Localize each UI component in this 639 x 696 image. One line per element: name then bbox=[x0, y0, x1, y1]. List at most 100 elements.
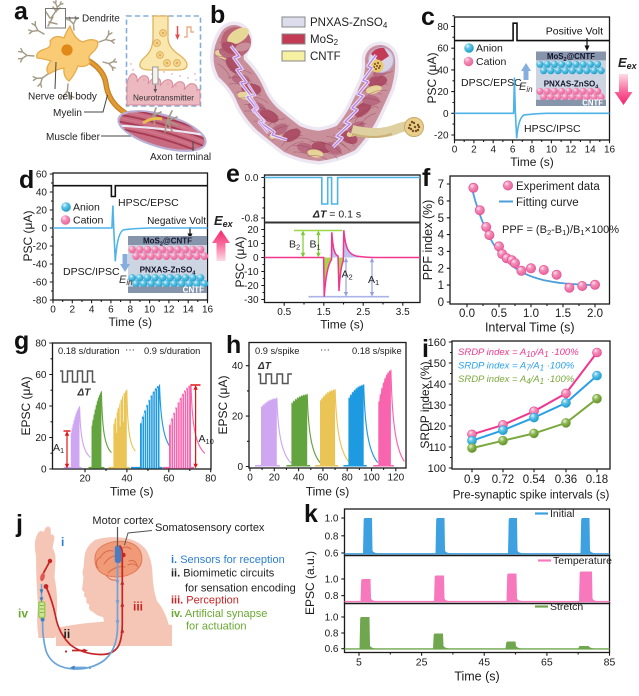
svg-text:MoS2@CNTF: MoS2@CNTF bbox=[143, 237, 192, 248]
svg-text:-80: -80 bbox=[33, 296, 48, 307]
svg-text:SRDP index = A7/A1 ·100%: SRDP index = A7/A1 ·100% bbox=[458, 361, 575, 373]
svg-text:40: 40 bbox=[36, 188, 48, 199]
svg-text:SRDP index = A4/A1 ·100%: SRDP index = A4/A1 ·100% bbox=[458, 374, 575, 386]
svg-text:10: 10 bbox=[247, 239, 259, 250]
svg-text:A2: A2 bbox=[342, 269, 353, 282]
svg-text:PNXAS-ZnSO4: PNXAS-ZnSO4 bbox=[544, 80, 600, 91]
svg-text:Myelin: Myelin bbox=[53, 108, 82, 119]
svg-text:0: 0 bbox=[41, 224, 47, 235]
svg-text:-10: -10 bbox=[244, 267, 259, 278]
svg-text:0: 0 bbox=[50, 305, 56, 316]
svg-text:0.18 s/spike: 0.18 s/spike bbox=[352, 346, 402, 356]
svg-text:Temperature: Temperature bbox=[553, 555, 612, 567]
svg-text:PSC (μA): PSC (μA) bbox=[233, 237, 247, 288]
svg-text:16: 16 bbox=[604, 145, 616, 156]
svg-text:60: 60 bbox=[163, 474, 175, 485]
svg-text:0: 0 bbox=[438, 297, 444, 309]
svg-text:for sensation encoding: for sensation encoding bbox=[185, 583, 296, 595]
svg-text:ii: ii bbox=[64, 627, 71, 641]
svg-text:ii. Biomimetic circuits: ii. Biomimetic circuits bbox=[171, 568, 275, 580]
svg-text:Somatosensory cortex: Somatosensory cortex bbox=[155, 522, 265, 534]
svg-text:PSC (μA): PSC (μA) bbox=[21, 211, 35, 262]
svg-text:iii: iii bbox=[133, 600, 143, 614]
svg-text:Interval Time (s): Interval Time (s) bbox=[485, 321, 575, 335]
svg-text:65: 65 bbox=[541, 657, 553, 669]
svg-text:A1: A1 bbox=[368, 274, 379, 287]
svg-text:6: 6 bbox=[510, 145, 516, 156]
svg-text:0: 0 bbox=[452, 145, 458, 156]
svg-text:0.0: 0.0 bbox=[245, 173, 259, 184]
svg-text:40: 40 bbox=[35, 402, 47, 413]
svg-text:0: 0 bbox=[41, 465, 47, 476]
svg-text:Experiment data: Experiment data bbox=[516, 181, 600, 193]
svg-text:0.8: 0.8 bbox=[325, 629, 339, 640]
svg-text:0.0: 0.0 bbox=[459, 308, 475, 320]
svg-text:Stretch: Stretch bbox=[550, 601, 583, 613]
svg-text:60: 60 bbox=[317, 473, 329, 484]
svg-text:0.54: 0.54 bbox=[523, 474, 546, 486]
svg-text:CNTF: CNTF bbox=[582, 98, 603, 107]
svg-text:60: 60 bbox=[35, 370, 47, 381]
svg-text:MoS2@CNTF: MoS2@CNTF bbox=[547, 52, 595, 63]
svg-text:1.5: 1.5 bbox=[555, 308, 571, 320]
svg-text:Pre-synaptic spike intervals (: Pre-synaptic spike intervals (s) bbox=[453, 490, 610, 502]
svg-text:0: 0 bbox=[247, 473, 253, 484]
svg-text:0.8: 0.8 bbox=[325, 531, 339, 542]
svg-text:2: 2 bbox=[70, 305, 76, 316]
svg-text:Ein: Ein bbox=[119, 274, 133, 287]
svg-text:8: 8 bbox=[529, 145, 535, 156]
svg-text:d: d bbox=[19, 166, 34, 194]
svg-text:a: a bbox=[14, 0, 29, 26]
svg-text:14: 14 bbox=[585, 145, 597, 156]
svg-text:0: 0 bbox=[443, 109, 449, 120]
svg-text:85: 85 bbox=[604, 657, 616, 669]
svg-text:0.9 s/spike: 0.9 s/spike bbox=[255, 346, 299, 356]
svg-text:20: 20 bbox=[79, 474, 91, 485]
svg-text:2: 2 bbox=[471, 145, 477, 156]
svg-text:1.5: 1.5 bbox=[317, 307, 331, 318]
svg-text:20: 20 bbox=[35, 433, 47, 444]
svg-text:3.5: 3.5 bbox=[396, 307, 410, 318]
svg-text:Time (s): Time (s) bbox=[108, 315, 152, 329]
svg-text:1.0: 1.0 bbox=[523, 308, 539, 320]
svg-text:-0.8: -0.8 bbox=[241, 214, 259, 225]
svg-text:for actuation: for actuation bbox=[186, 621, 247, 633]
svg-text:EPSC (μA): EPSC (μA) bbox=[216, 376, 230, 435]
svg-text:25: 25 bbox=[416, 657, 428, 669]
svg-text:12: 12 bbox=[565, 145, 577, 156]
svg-text:DPSC/EPSC: DPSC/EPSC bbox=[461, 77, 522, 89]
svg-text:PNXAS-ZnSO4: PNXAS-ZnSO4 bbox=[140, 266, 197, 277]
svg-text:-40: -40 bbox=[33, 260, 48, 271]
svg-text:120: 120 bbox=[428, 421, 446, 433]
svg-text:8: 8 bbox=[127, 305, 133, 316]
svg-text:Ein: Ein bbox=[519, 81, 533, 94]
svg-text:ΔT: ΔT bbox=[257, 361, 272, 372]
svg-text:0.18: 0.18 bbox=[586, 474, 608, 486]
svg-text:iv. Artificial synapse: iv. Artificial synapse bbox=[171, 608, 267, 620]
svg-text:A1: A1 bbox=[53, 442, 64, 455]
svg-text:45: 45 bbox=[478, 657, 490, 669]
svg-text:0.18 s/duration: 0.18 s/duration bbox=[58, 346, 120, 356]
svg-text:150: 150 bbox=[428, 358, 446, 370]
svg-text:100: 100 bbox=[428, 463, 446, 475]
svg-text:SRDP index (%): SRDP index (%) bbox=[418, 361, 432, 448]
svg-text:···: ··· bbox=[125, 345, 135, 356]
svg-text:130: 130 bbox=[428, 400, 446, 412]
svg-text:6: 6 bbox=[438, 196, 444, 208]
svg-text:-20: -20 bbox=[434, 131, 449, 142]
svg-text:Initial: Initial bbox=[550, 508, 575, 520]
svg-text:PPF = (B2-B1)/B1×100%: PPF = (B2-B1)/B1×100% bbox=[502, 224, 619, 237]
svg-text:B1: B1 bbox=[310, 239, 321, 252]
svg-text:0: 0 bbox=[237, 462, 243, 473]
svg-text:Time (s): Time (s) bbox=[306, 485, 350, 499]
svg-text:Time (s): Time (s) bbox=[110, 485, 154, 499]
svg-text:Dendrite: Dendrite bbox=[82, 14, 120, 25]
svg-text:SRDP index = A10/A1 ·100%: SRDP index = A10/A1 ·100% bbox=[458, 347, 579, 359]
svg-text:4: 4 bbox=[490, 145, 496, 156]
svg-text:Positive Volt: Positive Volt bbox=[546, 26, 603, 38]
svg-text:Cation: Cation bbox=[476, 56, 507, 68]
svg-text:-20: -20 bbox=[244, 281, 259, 292]
svg-text:PSC (μA): PSC (μA) bbox=[425, 53, 439, 104]
svg-text:0.8: 0.8 bbox=[325, 591, 339, 602]
svg-text:6: 6 bbox=[108, 305, 114, 316]
